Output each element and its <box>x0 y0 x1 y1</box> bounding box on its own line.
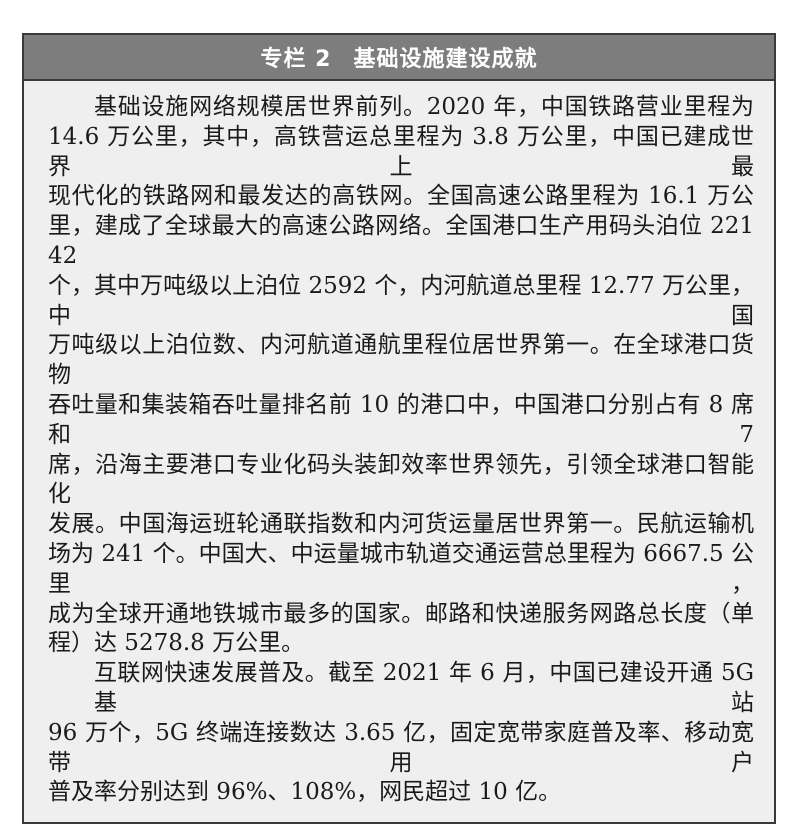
text-line: 互联网快速发展普及。截至 2021 年 6 月，中国已建设开通 5G 基站 <box>94 660 754 716</box>
text-line: 吞吐量和集装箱吞吐量排名前 10 的港口中，中国港口分别占有 8 席和 7 <box>48 391 754 448</box>
text-line: 普及率分别达到 96%、108%，网民超过 10 亿。 <box>48 779 562 806</box>
text-line: 场为 241 个。中国大、中运量城市轨道交通运营总里程为 6667.5 公里， <box>48 540 754 597</box>
text-line: 万吨级以上泊位数、内河航道通航里程位居世界第一。在全球港口货物 <box>48 332 754 389</box>
text-line: 程）达 5278.8 万公里。 <box>48 630 305 657</box>
text-line: 个，其中万吨级以上泊位 2592 个，内河航道总里程 12.77 万公里，中国 <box>48 272 754 329</box>
box-header: 专栏 2 基础设施建设成就 <box>24 35 774 81</box>
text-line: 发展。中国海运班轮通联指数和内河货运量居世界第一。民航运输机 <box>48 511 754 538</box>
text-line: 成为全球开通地铁城市最多的国家。邮路和快递服务网路总长度（单 <box>48 600 754 627</box>
text-line: 14.6 万公里，其中，高铁营运总里程为 3.8 万公里，中国已建成世界上最 <box>48 123 754 180</box>
text-line: 现代化的铁路网和最发达的高铁网。全国高速公路里程为 16.1 万公 <box>48 183 754 210</box>
text-line: 里，建成了全球最大的高速公路网络。全国港口生产用码头泊位 22142 <box>48 213 754 269</box>
text-line: 基础设施网络规模居世界前列。2020 年，中国铁路营业里程为 <box>94 94 754 120</box>
box-body: 基础设施网络规模居世界前列。2020 年，中国铁路营业里程为 14.6 万公里，其… <box>24 81 774 822</box>
box-title: 基础设施建设成就 <box>353 47 538 72</box>
paragraph: 互联网快速发展普及。截至 2021 年 6 月，中国已建设开通 5G 基站 96 … <box>48 659 754 808</box>
paragraph: 基础设施网络规模居世界前列。2020 年，中国铁路营业里程为 14.6 万公里，其… <box>48 93 754 659</box>
text-line: 席，沿海主要港口专业化码头装卸效率世界领先，引领全球港口智能化 <box>48 451 754 508</box>
text-line: 96 万个，5G 终端连接数达 3.65 亿，固定宽带家庭普及率、移动宽带用户 <box>48 719 754 776</box>
feature-box: 专栏 2 基础设施建设成就 基础设施网络规模居世界前列。2020 年，中国铁路营… <box>22 33 776 824</box>
box-label: 专栏 2 <box>260 47 332 72</box>
